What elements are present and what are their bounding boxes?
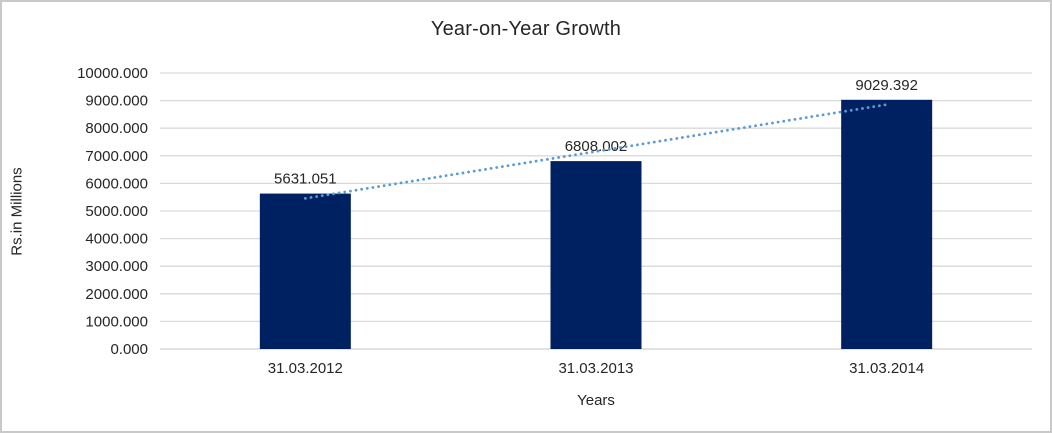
- y-tick-label: 1000.000: [85, 313, 148, 330]
- y-tick-label: 4000.000: [85, 231, 148, 248]
- x-axis-title: Years: [577, 392, 615, 409]
- y-tick-label: 10000.000: [77, 65, 148, 82]
- y-tick-label: 2000.000: [85, 286, 148, 303]
- chart-title: Year-on-Year Growth: [430, 18, 622, 40]
- y-tick-label: 0.000: [110, 341, 148, 358]
- bar-value-label: 6808.002: [565, 138, 628, 155]
- y-tick-label: 3000.000: [85, 258, 148, 275]
- y-tick-label: 6000.000: [85, 175, 148, 192]
- y-tick-label: 9000.000: [85, 93, 148, 110]
- y-tick-label: 8000.000: [85, 120, 148, 137]
- category-label: 31.03.2014: [849, 360, 924, 377]
- bar: [841, 99, 933, 349]
- bar: [259, 193, 351, 349]
- bar-value-label: 9029.392: [855, 77, 918, 94]
- bar: [550, 161, 642, 349]
- category-label: 31.03.2012: [268, 360, 343, 377]
- bar-value-label: 5631.051: [274, 171, 337, 188]
- y-tick-label: 7000.000: [85, 148, 148, 165]
- category-label: 31.03.2013: [558, 360, 633, 377]
- trendline: [303, 103, 889, 200]
- y-tick-label: 5000.000: [85, 203, 148, 220]
